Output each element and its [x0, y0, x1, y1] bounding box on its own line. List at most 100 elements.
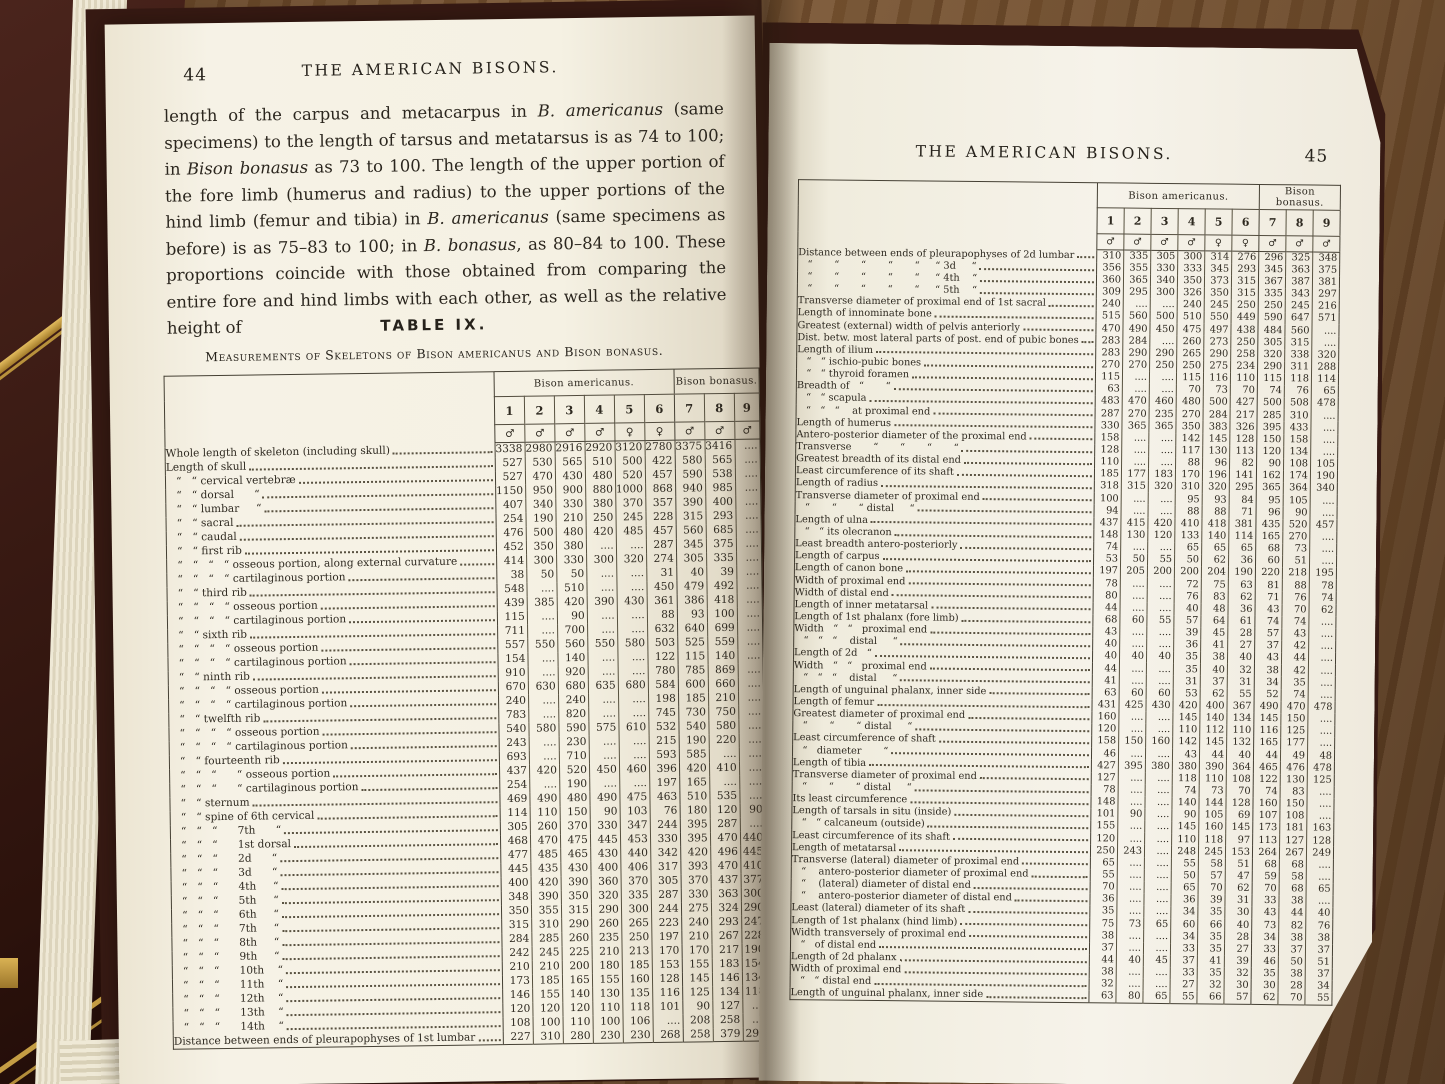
measurements-table-right: Bison americanus. Bison bonasus. 1 2 3 4 5 6 7 8 9… [789, 179, 1341, 1005]
measurement-value: .... [1148, 505, 1175, 517]
measurement-value: .... [527, 651, 558, 667]
measurement-value: .... [1117, 881, 1144, 893]
measurement-value: .... [1123, 299, 1150, 311]
measurement-value: 347 [620, 818, 651, 833]
dotted-leader [974, 887, 1088, 890]
measurement-value: 122 [1253, 773, 1280, 785]
measurement-value: 36 [1171, 894, 1198, 906]
measurement-value: .... [1117, 930, 1144, 942]
measurement-value: 165 [679, 775, 710, 791]
measurement-value: .... [587, 608, 618, 624]
measurement-value: 3375 [674, 439, 705, 455]
measurement-value: 227 [503, 1030, 534, 1045]
measurement-value: 330 [555, 497, 586, 512]
measurement-value: 215 [648, 734, 680, 749]
measurement-value: 310 [1175, 481, 1202, 493]
measurement-value: 383 [1203, 421, 1230, 433]
row-label: “ “ “ distal “ [794, 635, 898, 648]
measurement-value: 367 [1258, 276, 1285, 288]
measurement-value: 285 [1257, 409, 1284, 421]
measurement-value: 400 [705, 495, 736, 510]
measurement-value: 158 [1284, 434, 1311, 446]
measurement-value: 250 [1231, 336, 1258, 348]
measurement-value: 315 [1231, 288, 1258, 300]
measurement-value: 110 [529, 805, 561, 821]
measurement-value: 478 [1308, 701, 1335, 713]
measurement-value: 320 [1148, 481, 1175, 493]
sex-symbol: ♂ [494, 424, 525, 443]
measurement-value: 37 [1278, 944, 1305, 956]
measurement-value: 40 [1226, 749, 1253, 761]
measurement-value: 115 [677, 649, 708, 665]
measurement-value: 38 [1278, 968, 1305, 980]
measurement-value: 265 [1177, 348, 1204, 360]
measurement-value: 118 [1172, 773, 1199, 785]
measurement-value: 420 [679, 761, 710, 777]
measurement-value: 540 [498, 722, 529, 737]
measurement-value: 234 [1231, 360, 1258, 372]
dotted-leader [900, 959, 1087, 963]
measurement-value: 300 [526, 553, 557, 569]
measurement-value: 284 [501, 932, 532, 947]
row-label: “ diameter “ [792, 744, 889, 757]
measurement-value: .... [1149, 372, 1176, 384]
measurement-value: 320 [616, 552, 647, 567]
measurement-value: .... [1149, 445, 1176, 457]
measurement-value: 315 [561, 903, 592, 918]
measurement-value: 520 [615, 468, 646, 484]
row-label: Least circumference of shaft [793, 732, 936, 745]
dotted-leader [350, 745, 497, 750]
measurement-value: 245 [1204, 299, 1231, 311]
measurement-value: 106 [622, 1014, 653, 1029]
measurement-value: 153 [1225, 846, 1252, 858]
measurement-value: 693 [499, 750, 530, 765]
measurement-value: 73 [1283, 543, 1310, 555]
measurement-value: 783 [498, 708, 529, 723]
measurement-value: 452 [496, 540, 527, 555]
row-label: “ “ “ distal “ [793, 671, 898, 684]
measurement-value: .... [1120, 578, 1147, 590]
measurement-value: 144 [1199, 797, 1226, 809]
dotted-leader [1015, 899, 1088, 902]
measurement-value: .... [1308, 677, 1335, 689]
measurement-value: 385 [527, 595, 558, 611]
row-label: “ “ thyroid foramen [796, 368, 910, 381]
measurement-value: 75 [1201, 579, 1228, 591]
row-label: Length of 2d “ [794, 647, 872, 660]
measurement-value: 64 [1201, 615, 1228, 627]
row-label: “ “ “ “ osseous portion [170, 767, 331, 782]
measurement-value: 127 [1280, 834, 1307, 846]
measurement-value: 305 [1258, 336, 1285, 348]
dotted-leader [478, 1038, 501, 1042]
measurement-value: 510 [679, 789, 710, 805]
measurement-value: 140 [562, 987, 593, 1002]
measurement-value: 47 [1225, 870, 1252, 882]
measurement-value: 315 [1121, 481, 1148, 493]
dotted-leader [980, 292, 1094, 295]
measurement-value: .... [1307, 810, 1334, 822]
measurement-value: 40 [1116, 954, 1143, 966]
measurement-value: 250 [1150, 360, 1177, 372]
measurement-value: 114 [1229, 530, 1256, 542]
measurement-value: 44 [1279, 907, 1306, 919]
row-label: “ “ its olecranon [795, 526, 892, 539]
row-label: “ “ “ 10th “ [172, 964, 284, 978]
measurement-value: 420 [530, 875, 562, 891]
measurement-value: 340 [1150, 275, 1177, 287]
measurement-value: 142 [1176, 433, 1203, 445]
sex-symbol: ♂ [1286, 236, 1313, 252]
measurement-value: 41 [1197, 955, 1224, 967]
measurement-value: 285 [531, 931, 562, 947]
measurement-value: 490 [1123, 323, 1150, 335]
measurement-value: 200 [1174, 566, 1201, 578]
row-label: “ “ sternum [170, 796, 250, 810]
measurement-value: 305 [676, 551, 707, 567]
measurement-value: 300 [621, 902, 652, 917]
measurement-value: 274 [646, 552, 677, 567]
measurement-value: 250 [1090, 845, 1117, 857]
row-label: Length of femur [793, 696, 875, 708]
measurement-value: 150 [559, 805, 591, 820]
measurement-value: 74 [1253, 786, 1280, 798]
measurement-value: .... [1311, 410, 1338, 422]
measurement-value: 430 [555, 469, 586, 484]
